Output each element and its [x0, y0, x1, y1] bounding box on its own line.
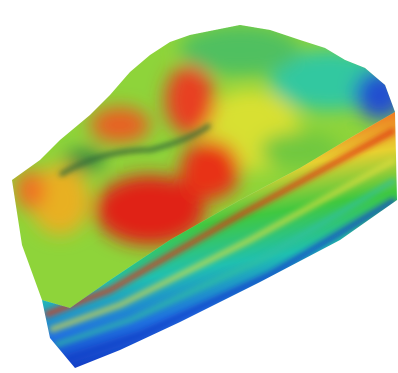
color-patch — [15, 170, 45, 210]
color-patch — [180, 140, 240, 200]
geological-model — [0, 0, 398, 373]
color-patch — [90, 107, 150, 143]
page-body — [0, 0, 398, 373]
page: {} html, body { margin: 0; padding: 0; b… — [0, 0, 398, 373]
